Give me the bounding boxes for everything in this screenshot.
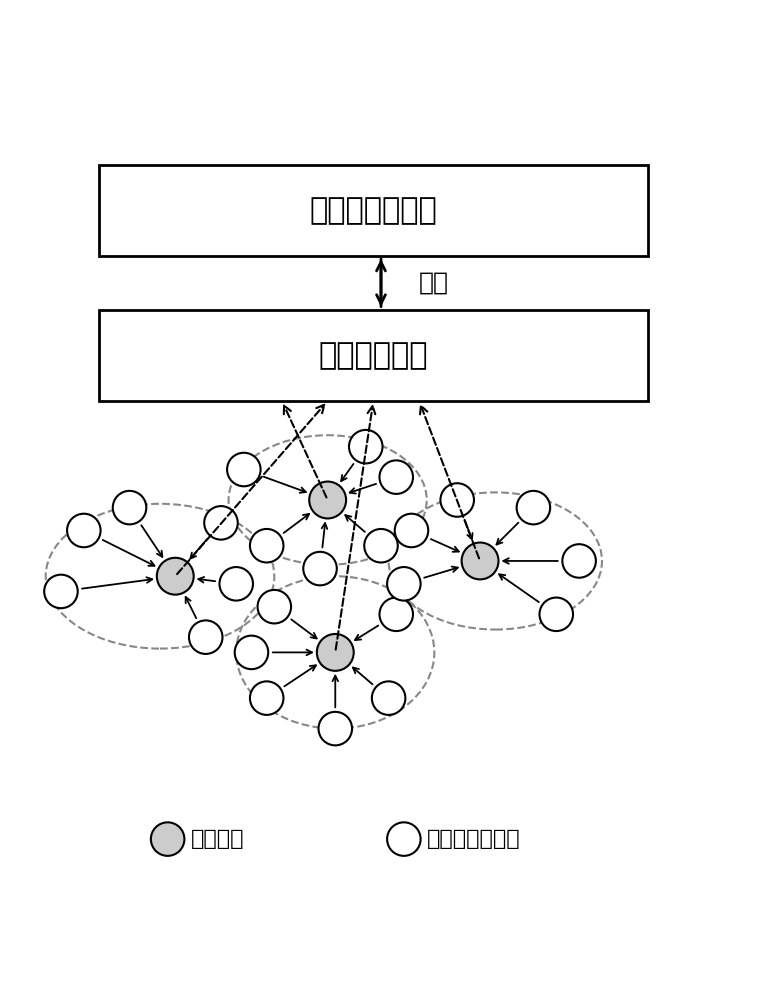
Circle shape (349, 430, 383, 463)
Circle shape (440, 483, 474, 517)
Circle shape (562, 544, 596, 578)
Circle shape (151, 822, 184, 856)
Circle shape (258, 590, 291, 623)
Text: 光纤: 光纤 (419, 271, 449, 295)
Circle shape (44, 575, 78, 608)
Circle shape (250, 681, 283, 715)
Circle shape (303, 552, 337, 585)
Circle shape (219, 567, 253, 601)
Circle shape (250, 529, 283, 562)
Circle shape (317, 634, 354, 671)
Circle shape (372, 681, 405, 715)
Circle shape (113, 491, 146, 524)
Circle shape (462, 543, 498, 579)
Circle shape (235, 636, 268, 669)
Circle shape (387, 567, 421, 601)
Circle shape (379, 460, 413, 494)
Circle shape (157, 558, 194, 595)
Circle shape (517, 491, 550, 524)
Text: 簇首节点: 簇首节点 (190, 829, 244, 849)
Circle shape (539, 598, 573, 631)
Circle shape (387, 822, 421, 856)
Circle shape (319, 712, 352, 745)
Circle shape (204, 506, 238, 540)
Text: 设备监控系统: 设备监控系统 (319, 341, 428, 370)
Circle shape (189, 620, 223, 654)
Circle shape (395, 514, 428, 547)
Circle shape (364, 529, 398, 562)
Text: 变电站子站系统: 变电站子站系统 (309, 196, 437, 225)
Circle shape (379, 598, 413, 631)
FancyBboxPatch shape (99, 165, 648, 256)
Circle shape (227, 453, 261, 486)
FancyBboxPatch shape (99, 310, 648, 401)
Circle shape (67, 514, 101, 547)
Text: 普通传感器节点: 普通传感器节点 (427, 829, 520, 849)
Circle shape (309, 482, 346, 518)
